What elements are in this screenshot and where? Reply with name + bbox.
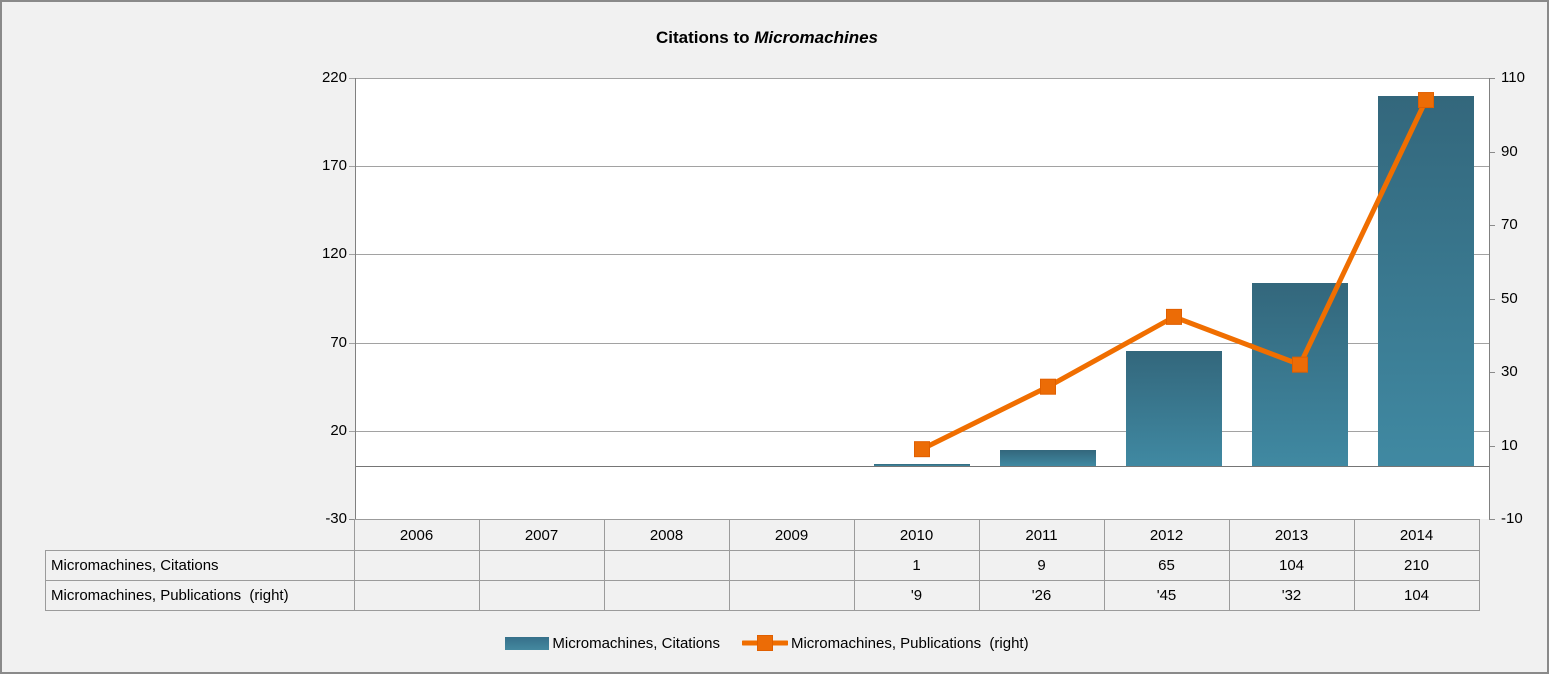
series-label-cell: Micromachines, Citations <box>45 550 355 581</box>
value-cell <box>353 580 480 611</box>
table-corner-blank <box>46 520 355 551</box>
left-axis-tick-label: 120 <box>321 245 347 263</box>
right-axis-tick <box>1489 298 1495 300</box>
right-axis-tick <box>1489 151 1495 153</box>
year-cell: 2014 <box>1353 519 1480 551</box>
value-cell: 210 <box>1353 550 1480 581</box>
year-cell: 2007 <box>478 519 605 551</box>
chart-title-italic: Micromachines <box>754 28 878 47</box>
right-axis-tick <box>1489 78 1495 79</box>
value-cell: 65 <box>1103 550 1230 581</box>
year-cell: 2013 <box>1228 519 1355 551</box>
bar-2013 <box>1252 282 1348 467</box>
right-axis-tick-label: 70 <box>1501 216 1518 233</box>
value-cell <box>478 550 605 581</box>
value-cell <box>728 550 855 581</box>
gridline <box>349 166 1489 168</box>
year-cell: 2011 <box>978 519 1105 551</box>
year-cell: 2009 <box>728 519 855 551</box>
left-axis-tick-label: 70 <box>330 333 347 351</box>
left-axis-tick-label: 20 <box>330 421 347 439</box>
gridline <box>349 430 1489 432</box>
bar-2014 <box>1378 95 1474 467</box>
bar-swatch-icon <box>505 636 550 650</box>
bar-2010 <box>874 464 970 467</box>
legend-item-citations: Micromachines, Citations <box>505 635 720 652</box>
left-axis-tick-label: 220 <box>321 69 347 86</box>
year-cell: 2010 <box>853 519 980 551</box>
value-cell <box>728 580 855 611</box>
table-row: 2006 2007 2008 2009 2010 2011 2012 2013 2014 <box>46 519 1480 551</box>
value-cell <box>353 550 480 581</box>
right-axis-tick-label: 10 <box>1501 436 1518 454</box>
value-cell: 104 <box>1228 550 1355 581</box>
right-axis-tick-label: 90 <box>1501 142 1518 160</box>
line-swatch-icon <box>741 635 788 651</box>
data-table: 2006 2007 2008 2009 2010 2011 2012 2013 2014 Micr… <box>45 519 1480 611</box>
year-cell: 2008 <box>603 519 730 551</box>
table-row: Micromachines, Citations 1 9 65 104 210 <box>45 550 1480 581</box>
left-axis-tick-label: -30 <box>325 510 347 527</box>
legend-label-publications: Micromachines, Publications (right) <box>790 634 1029 652</box>
right-axis-tick-label: 50 <box>1501 289 1518 307</box>
right-axis-line <box>1489 78 1490 519</box>
value-cell <box>603 580 730 611</box>
value-cell: 1 <box>853 550 980 581</box>
right-axis-tick-label: 110 <box>1501 69 1525 86</box>
chart-title-prefix: Citations to <box>656 28 755 47</box>
right-axis-tick <box>1489 372 1495 373</box>
value-cell: '26 <box>978 580 1105 611</box>
right-axis-tick-label: -10 <box>1501 510 1523 527</box>
bar-2012 <box>1126 351 1222 467</box>
legend-label-citations: Micromachines, Citations <box>552 634 720 652</box>
value-cell: 9 <box>978 550 1105 581</box>
gridline <box>349 254 1489 256</box>
right-axis-tick <box>1489 519 1495 520</box>
left-axis-tick-label: 170 <box>321 157 347 175</box>
bar-2011 <box>1000 450 1096 467</box>
value-cell <box>603 550 730 581</box>
value-cell: 104 <box>1353 580 1480 611</box>
chart-title: Citations to Micromachines <box>45 28 1489 48</box>
left-axis-tick <box>349 519 355 520</box>
year-cell: 2012 <box>1103 519 1230 551</box>
left-axis-line <box>355 78 356 519</box>
right-axis-tick <box>1489 225 1495 226</box>
series-label-cell: Micromachines, Publications (right) <box>45 580 355 611</box>
zero-baseline <box>355 466 1489 468</box>
legend-item-publications: Micromachines, Publications (right) <box>741 634 1029 652</box>
value-cell: '45 <box>1103 580 1230 611</box>
gridline <box>349 342 1489 344</box>
gridline <box>349 78 1489 79</box>
right-axis-tick <box>1489 445 1495 447</box>
table-row: Micromachines, Publications (right) '9'26… <box>45 580 1480 611</box>
value-cell: '9 <box>853 580 980 611</box>
right-axis-tick-label: 30 <box>1501 363 1518 380</box>
value-cell <box>478 580 605 611</box>
value-cell: '32 <box>1228 580 1355 611</box>
year-cell: 2006 <box>353 519 480 551</box>
legend: Micromachines, Citations Micromachines, … <box>45 630 1489 656</box>
